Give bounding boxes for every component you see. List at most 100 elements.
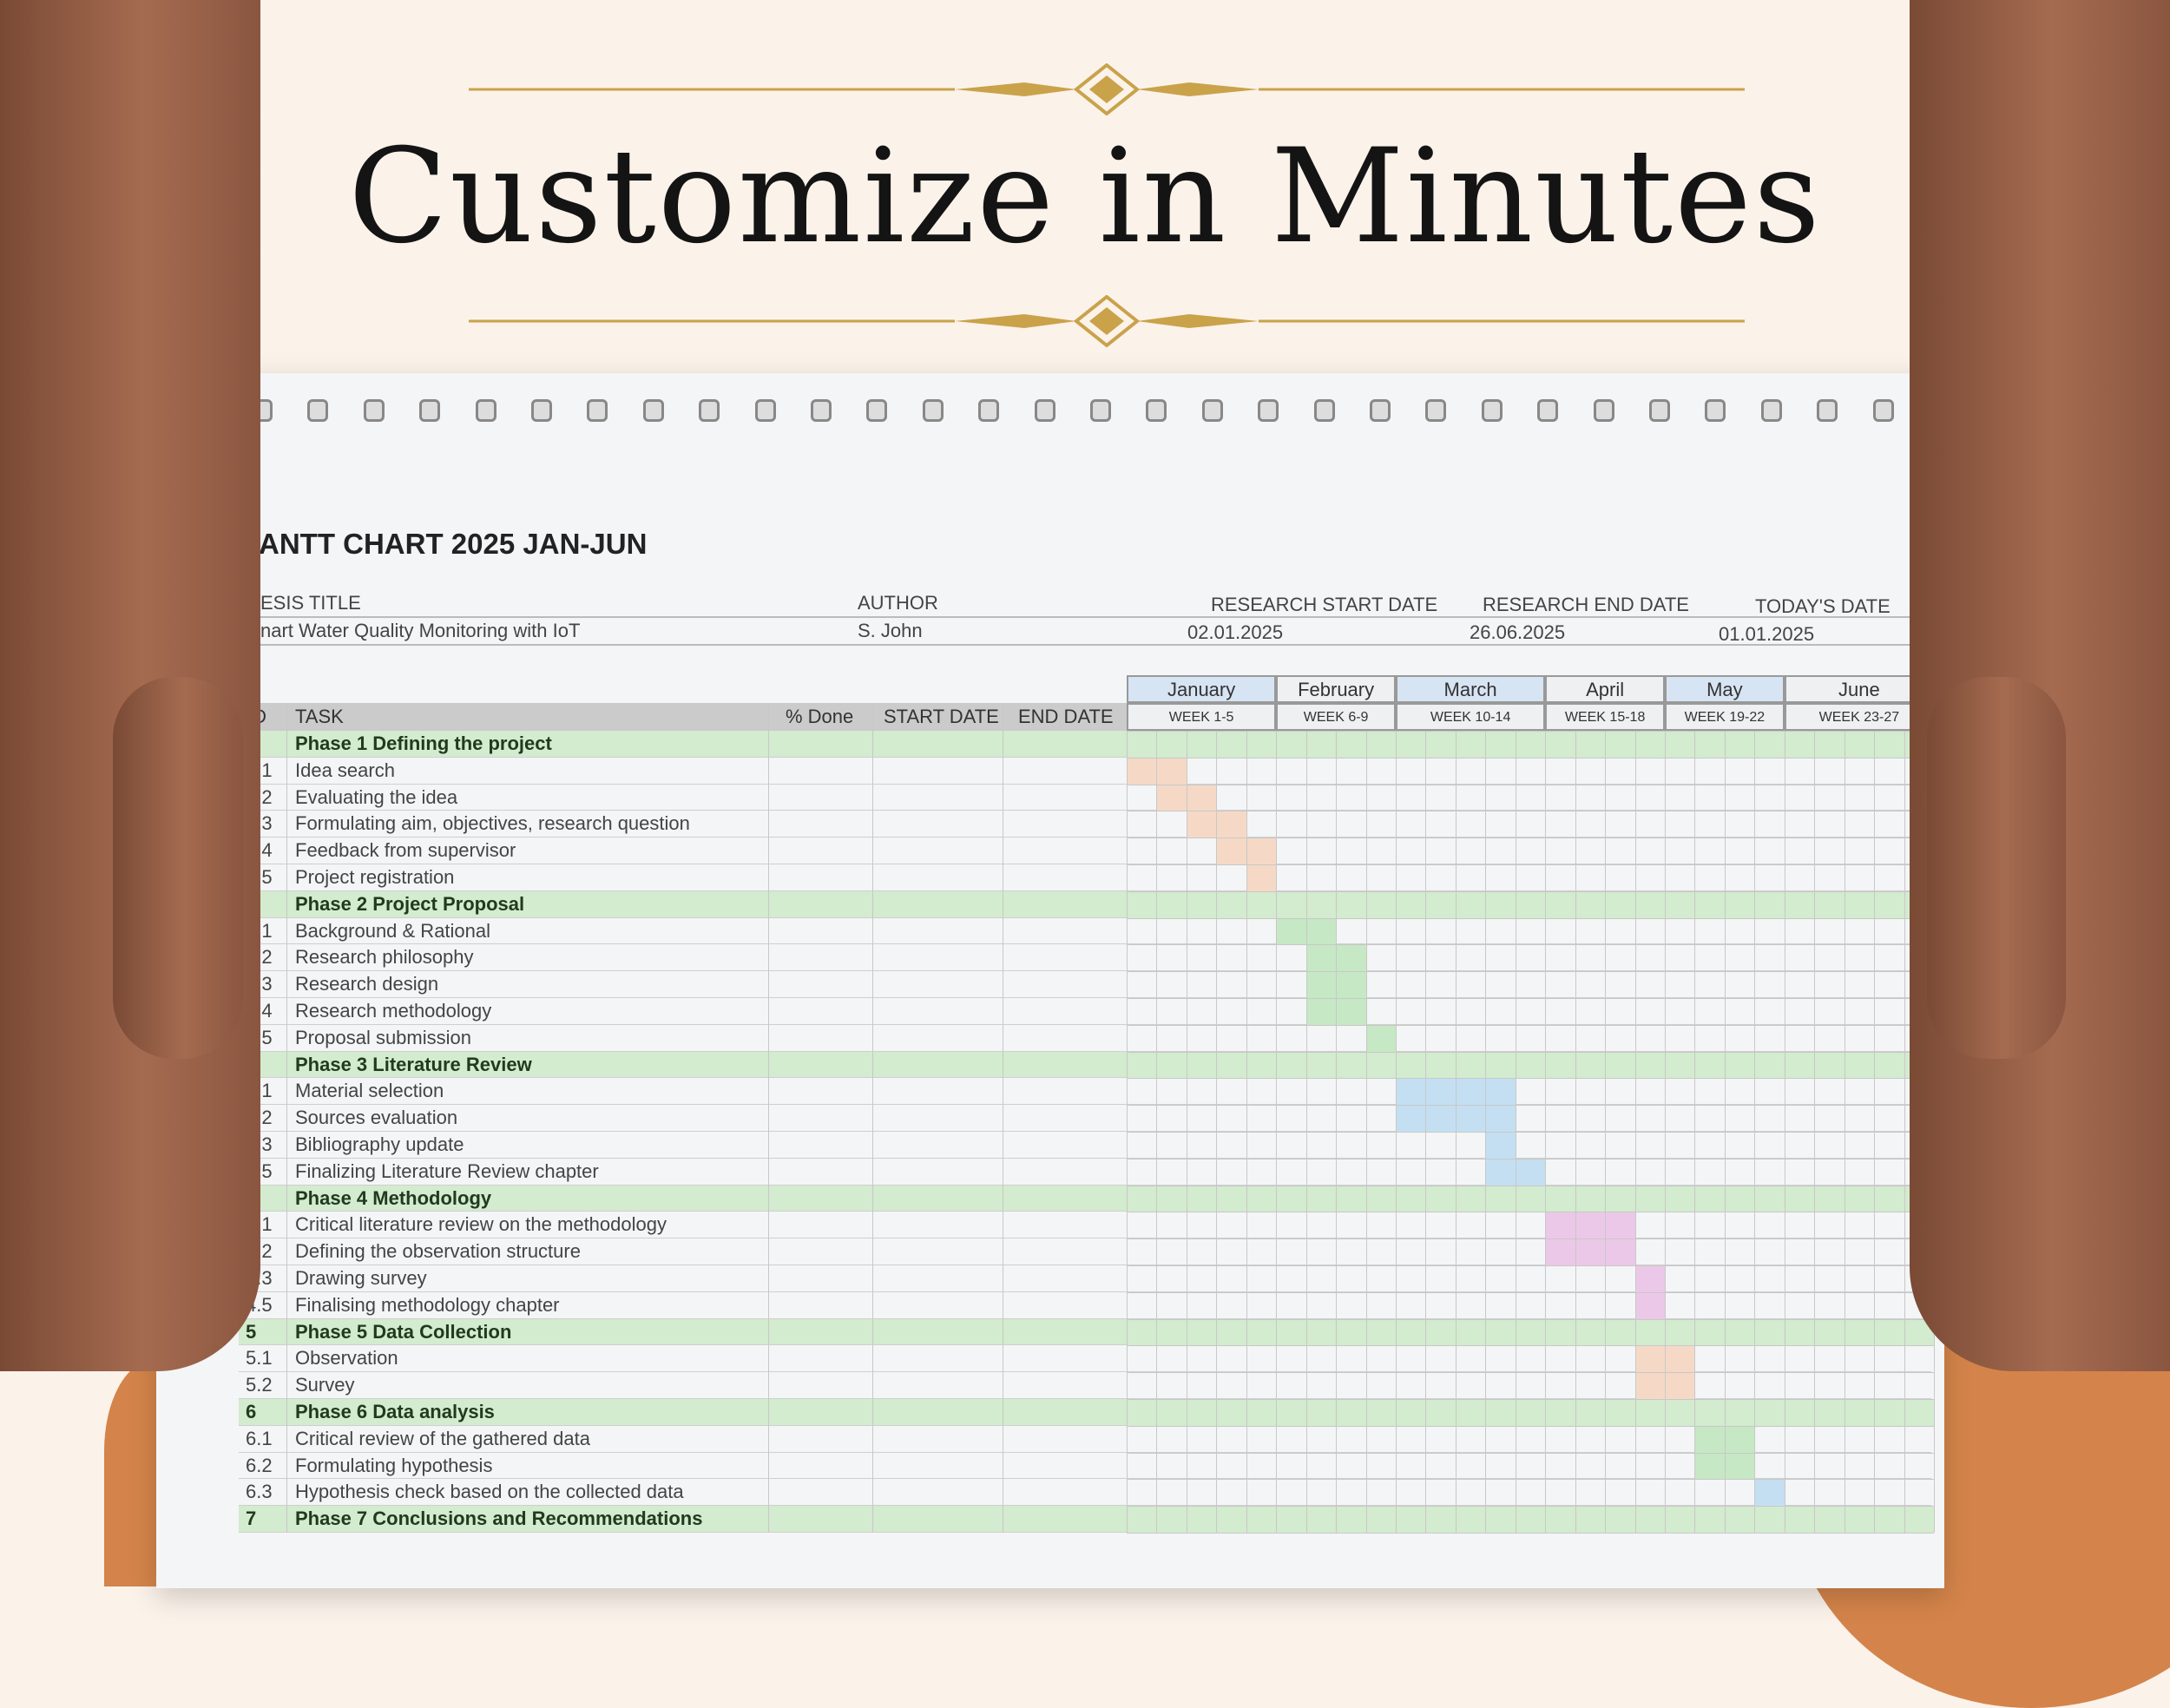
- binding-ring: [1201, 399, 1223, 422]
- task-name: Hypothesis check based on the collected …: [295, 1481, 684, 1503]
- todays-date-label: TODAY'S DATE: [1755, 595, 1891, 617]
- task-name: Phase 7 Conclusions and Recommendations: [295, 1508, 703, 1530]
- task-row: 6.1 Critical review of the gathered data: [239, 1426, 1931, 1453]
- binding-ring: [1872, 399, 1894, 422]
- gantt-bar: [1305, 971, 1366, 998]
- bottom-ornament-divider: [469, 295, 1745, 347]
- column-header-start: START DATE: [884, 706, 999, 727]
- column-header-end: END DATE: [1018, 706, 1114, 727]
- task-name: Critical review of the gathered data: [295, 1427, 590, 1449]
- week-header: WEEK 15-18: [1545, 703, 1665, 731]
- row-grid-line: [1127, 917, 1934, 919]
- meta-divider: [256, 616, 1931, 618]
- task-name: Phase 6 Data analysis: [295, 1401, 495, 1422]
- task-id: 5.1: [246, 1347, 273, 1370]
- author-label: AUTHOR: [858, 592, 938, 614]
- task-name: Feedback from supervisor: [295, 839, 516, 862]
- task-name: Project registration: [295, 866, 455, 888]
- gantt-bar: [1305, 998, 1366, 1025]
- task-id: 6.2: [246, 1454, 273, 1476]
- column-divider: [872, 703, 873, 1533]
- task-name: Survey: [295, 1374, 355, 1396]
- binding-ring: [1090, 399, 1111, 422]
- month-header: February: [1276, 675, 1396, 703]
- row-grid-line: [1127, 890, 1934, 892]
- row-grid-line: [1127, 1265, 1934, 1266]
- task-name: Research methodology: [295, 1000, 492, 1022]
- phase-band: [1127, 1318, 1934, 1346]
- row-grid-line: [1127, 1051, 1934, 1053]
- task-row: 5.1 Observation: [239, 1345, 1931, 1373]
- row-grid-line: [1127, 998, 1934, 999]
- task-name: Material selection: [295, 1080, 444, 1102]
- left-thumb: [113, 677, 243, 1059]
- phase-band: [1127, 1399, 1934, 1426]
- phase-band: [1127, 1051, 1934, 1079]
- sheet-title: ANTT CHART 2025 JAN-JUN: [259, 528, 648, 560]
- task-row: 1.5Project registration: [239, 864, 1931, 891]
- binding-ring: [475, 399, 496, 422]
- task-name: Defining the observation structure: [295, 1240, 581, 1263]
- week-header: WEEK 6-9: [1276, 703, 1396, 731]
- task-row: 6.2 Formulating hypothesis: [239, 1453, 1931, 1480]
- task-row: 2.5Proposal submission: [239, 1025, 1931, 1052]
- week-header: WEEK 23-27: [1784, 703, 1934, 731]
- week-header: WEEK 1-5: [1127, 703, 1277, 731]
- gantt-bar: [1365, 1024, 1396, 1052]
- binding-ring: [1370, 399, 1391, 422]
- task-row: 6.3 Hypothesis check based on the collect…: [239, 1479, 1931, 1507]
- todays-date-value: 01.01.2025: [1719, 623, 1815, 645]
- right-hand: [1910, 0, 2170, 1371]
- binding-ring: [811, 399, 832, 422]
- task-name: Background & Rational: [295, 919, 491, 942]
- binding-ring: [1425, 399, 1447, 422]
- binding-ring: [866, 399, 888, 422]
- research-end-value: 26.06.2025: [1470, 621, 1566, 643]
- task-row: 5.2 Survey: [239, 1372, 1931, 1399]
- binding-ring: [1593, 399, 1614, 422]
- binding-ring: [531, 399, 552, 422]
- task-name: Drawing survey: [295, 1267, 427, 1289]
- task-name: Evaluating the idea: [295, 785, 458, 808]
- month-header: January: [1127, 675, 1277, 703]
- task-name: Formulating aim, objectives, research qu…: [295, 812, 690, 835]
- row-grid-line: [1127, 1479, 1934, 1481]
- binding-ring: [1146, 399, 1167, 422]
- task-row: 2.4Research methodology: [239, 998, 1931, 1025]
- spiral-binding: [252, 399, 1950, 425]
- task-row: 1.2Evaluating the idea: [239, 785, 1931, 811]
- gantt-bar: [1545, 1238, 1635, 1265]
- binding-ring: [1537, 399, 1559, 422]
- top-ornament-divider: [469, 63, 1745, 115]
- task-name: Finalizing Literature Review chapter: [295, 1159, 599, 1182]
- left-hand: [0, 0, 260, 1371]
- task-row: 1.1Idea search: [239, 758, 1931, 785]
- binding-ring: [307, 399, 329, 422]
- row-grid-line: [1127, 971, 1934, 973]
- task-id: 6.1: [246, 1427, 273, 1449]
- column-divider: [286, 703, 287, 1533]
- row-grid-line: [1127, 1452, 1934, 1454]
- gantt-bar: [1634, 1372, 1695, 1399]
- binding-ring: [1760, 399, 1782, 422]
- author-value: S. John: [858, 620, 923, 641]
- task-name: Phase 2 Project Proposal: [295, 892, 525, 915]
- gantt-bar: [1186, 811, 1246, 838]
- task-id: 5.2: [246, 1374, 273, 1396]
- gantt-bar: [1634, 1345, 1695, 1373]
- gantt-bar: [1485, 1132, 1516, 1159]
- thesis-title-value: nart Water Quality Monitoring with IoT: [260, 620, 581, 641]
- task-name: Research philosophy: [295, 946, 474, 969]
- week-header: WEEK 10-14: [1396, 703, 1546, 731]
- gantt-bar: [1634, 1265, 1665, 1292]
- column-divider: [768, 703, 769, 1533]
- page-headline: Customize in Minutes: [348, 122, 1822, 273]
- binding-ring: [1705, 399, 1726, 422]
- binding-ring: [978, 399, 1000, 422]
- row-grid-line: [1127, 1533, 1934, 1534]
- binding-ring: [642, 399, 664, 422]
- row-grid-line: [1127, 731, 1934, 732]
- task-name: Bibliography update: [295, 1133, 464, 1155]
- task-row: 4.3Drawing survey: [239, 1265, 1931, 1292]
